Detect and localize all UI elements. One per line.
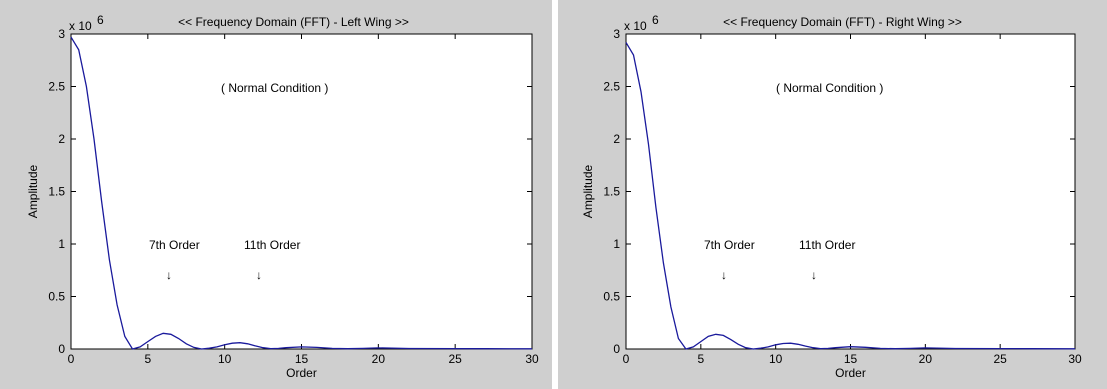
x-tick-label: 25 (448, 352, 462, 366)
y-tick-label: 0 (58, 342, 65, 356)
x-axis-label: Order (286, 366, 317, 380)
y-axis-label: Amplitude (26, 165, 40, 219)
chart-title: << Frequency Domain (FFT) - Right Wing >… (723, 15, 962, 29)
x-tick-label: 30 (1068, 352, 1082, 366)
x-tick-label: 15 (844, 352, 858, 366)
x-axis-label: Order (835, 366, 866, 380)
x-tick-label: 0 (68, 352, 75, 366)
arrow-7th-order: ↓ (166, 268, 172, 282)
y-tick-label: 1.5 (603, 185, 620, 199)
annotation-7th-order: 7th Order (704, 238, 755, 252)
chart-panel-right: << Frequency Domain (FFT) - Right Wing >… (558, 0, 1107, 389)
y-tick-label: 0 (613, 342, 620, 356)
fft-chart-right: << Frequency Domain (FFT) - Right Wing >… (581, 13, 1082, 380)
chart-title: << Frequency Domain (FFT) - Left Wing >> (178, 15, 409, 29)
annotation-7th-order: 7th Order (149, 238, 200, 252)
annotation-11th-order: 11th Order (799, 238, 855, 252)
fft-chart-left: << Frequency Domain (FFT) - Left Wing >>… (26, 13, 539, 380)
x-tick-label: 10 (218, 352, 232, 366)
plot-area (625, 33, 1076, 350)
x-tick-label: 5 (144, 352, 151, 366)
y-tick-label: 2 (58, 132, 65, 146)
annotation-condition: ( Normal Condition ) (776, 81, 883, 95)
exponent-label: x 10 (69, 19, 92, 33)
x-tick-label: 20 (372, 352, 386, 366)
y-tick-label: 0.5 (603, 290, 620, 304)
x-tick-label: 15 (295, 352, 309, 366)
x-tick-label: 5 (697, 352, 704, 366)
arrow-11th-order: ↓ (256, 268, 262, 282)
y-axis-label: Amplitude (581, 165, 595, 219)
y-tick-label: 1 (58, 237, 65, 251)
series-line (625, 42, 1076, 350)
y-tick-label: 3 (613, 27, 620, 41)
y-tick-label: 2 (613, 132, 620, 146)
annotation-11th-order: 11th Order (244, 238, 300, 252)
exponent-power: 6 (652, 13, 659, 27)
annotation-condition: ( Normal Condition ) (221, 81, 328, 95)
plot-area (70, 33, 533, 350)
arrow-11th-order: ↓ (811, 268, 817, 282)
y-tick-label: 1.5 (48, 185, 65, 199)
x-tick-label: 20 (919, 352, 933, 366)
y-tick-label: 3 (58, 27, 65, 41)
x-tick-label: 25 (993, 352, 1007, 366)
arrow-7th-order: ↓ (721, 268, 727, 282)
chart-panel-left: << Frequency Domain (FFT) - Left Wing >>… (0, 0, 552, 389)
x-tick-label: 0 (623, 352, 630, 366)
y-tick-label: 2.5 (48, 80, 65, 94)
y-tick-label: 2.5 (603, 80, 620, 94)
exponent-power: 6 (97, 13, 104, 27)
x-tick-label: 10 (769, 352, 783, 366)
y-tick-label: 1 (613, 237, 620, 251)
x-tick-label: 30 (525, 352, 539, 366)
series-line (70, 36, 533, 350)
exponent-label: x 10 (624, 19, 647, 33)
y-tick-label: 0.5 (48, 290, 65, 304)
